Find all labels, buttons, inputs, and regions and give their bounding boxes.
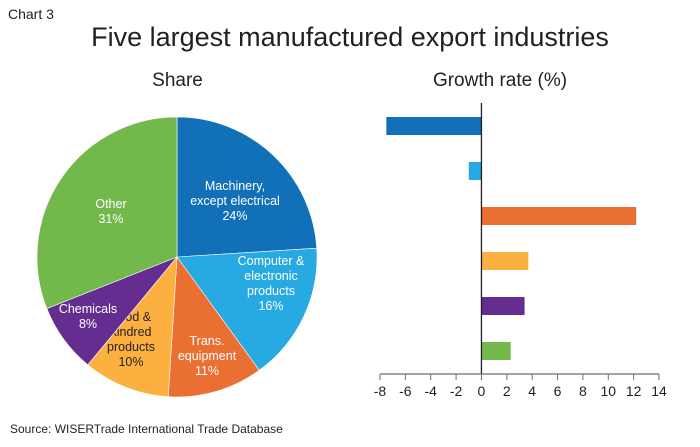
x-tick-label: -4 — [425, 383, 438, 399]
pie-slice — [167, 256, 260, 398]
bar — [386, 117, 482, 135]
x-tick-label: 12 — [626, 383, 642, 399]
x-tick-label: 8 — [579, 383, 587, 399]
pie-value-label: 8% — [79, 317, 97, 331]
pie-slice-label: kindred — [111, 325, 152, 339]
pie-slice-label: Machinery, — [205, 179, 265, 193]
pie-slice-label: equipment — [178, 349, 237, 363]
pie-slice-label: electronic — [244, 269, 298, 283]
pie-value-label: 31% — [98, 212, 123, 226]
x-tick-label: -6 — [399, 383, 412, 399]
x-tick-label: -2 — [450, 383, 463, 399]
pie-value-label: 11% — [195, 364, 219, 378]
pie-slice-label: except electrical — [190, 194, 280, 208]
x-tick-label: -8 — [374, 383, 387, 399]
pie-value-label: 10% — [118, 355, 143, 369]
bar — [481, 297, 525, 315]
chart-title: Five largest manufactured export industr… — [91, 22, 609, 52]
pie-slice — [176, 247, 318, 371]
pie-slice — [36, 116, 178, 309]
x-tick-label: 2 — [503, 383, 511, 399]
pie-slice-label: Chemicals — [59, 302, 117, 316]
x-tick-label: 14 — [651, 383, 667, 399]
x-tick-label: 4 — [528, 383, 536, 399]
pie-slice-label: products — [247, 284, 295, 298]
x-tick-label: 10 — [600, 383, 616, 399]
x-tick-label: 0 — [478, 383, 486, 399]
pie-slice — [176, 116, 318, 258]
source-note: Source: WISERTrade International Trade D… — [10, 422, 283, 436]
bar-title: Growth rate (%) — [432, 70, 568, 91]
bar — [481, 207, 637, 225]
pie-value-label: 24% — [222, 209, 247, 223]
x-tick-label: 6 — [554, 383, 562, 399]
bar — [481, 342, 511, 360]
pie-slice-label: Other — [95, 197, 126, 211]
pie-value-label: 16% — [258, 299, 283, 313]
pie-slice — [87, 256, 178, 398]
bar — [481, 252, 529, 270]
pie-slice-label: products — [107, 340, 155, 354]
chart-number: Chart 3 — [8, 6, 54, 22]
bar — [468, 162, 482, 180]
pie-slice-label: Computer & — [238, 254, 305, 268]
pie-title: Share — [152, 70, 203, 91]
pie-slice-label: Trans. — [190, 334, 225, 348]
